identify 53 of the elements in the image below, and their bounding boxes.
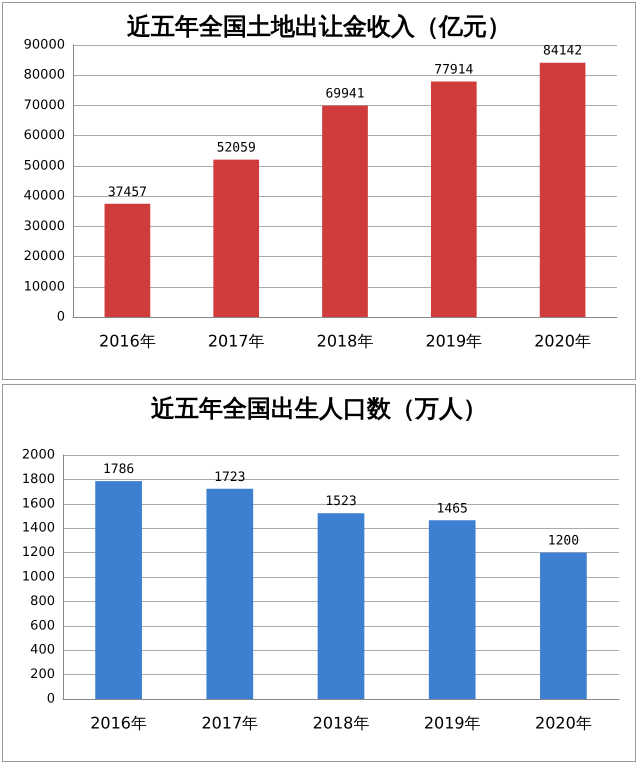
chart-title: 近五年全国出生人口数（万人）: [151, 394, 487, 422]
y-tick-label: 10000: [24, 279, 65, 294]
y-tick-label: 0: [46, 692, 55, 706]
y-tick-label: 80000: [24, 68, 65, 83]
data-label: 69941: [325, 86, 365, 102]
y-tick-label: 800: [30, 594, 55, 609]
bar: [540, 62, 586, 317]
bar: [104, 204, 150, 317]
y-tick-label: 90000: [24, 38, 65, 52]
y-tick-label: 0: [56, 310, 65, 324]
x-tick-label: 2018年: [316, 332, 374, 350]
data-label: 84142: [543, 44, 582, 59]
x-tick-label: 2019年: [425, 332, 482, 350]
data-label: 37457: [108, 184, 147, 200]
data-label: 1723: [214, 470, 246, 485]
y-tick-label: 1800: [22, 472, 55, 487]
bar: [430, 82, 477, 317]
bar: [322, 106, 368, 317]
y-tick-label: 1000: [22, 570, 55, 584]
x-tick-label: 2018年: [312, 714, 370, 732]
chart-title: 近五年全国土地出让金收入（亿元）: [127, 12, 511, 40]
y-tick-label: 60000: [24, 128, 65, 144]
y-tick-label: 1400: [22, 520, 55, 536]
x-tick-label: 2016年: [99, 332, 156, 350]
x-tick-label: 2017年: [208, 332, 265, 350]
data-label: 52059: [216, 140, 256, 156]
y-tick-label: 50000: [24, 158, 65, 174]
bar: [318, 513, 364, 699]
y-tick-label: 30000: [24, 218, 65, 234]
data-label: 1465: [436, 501, 468, 516]
data-label: 1200: [548, 534, 580, 549]
x-tick-label: 2020年: [534, 332, 591, 350]
data-label: 77914: [434, 62, 474, 78]
y-tick-label: 1600: [22, 496, 55, 512]
bar: [428, 520, 476, 699]
y-tick-label: 2000: [22, 448, 55, 462]
y-tick-label: 600: [30, 618, 55, 634]
data-label: 1523: [325, 494, 357, 510]
x-tick-label: 2019年: [424, 714, 481, 732]
x-tick-label: 2017年: [201, 714, 258, 732]
y-tick-label: 20000: [24, 249, 65, 264]
bar: [206, 488, 254, 699]
y-tick-label: 70000: [24, 98, 65, 113]
y-tick-label: 40000: [24, 188, 65, 204]
bar: [95, 481, 142, 699]
y-tick-label: 1200: [22, 545, 55, 560]
x-tick-label: 2020年: [535, 714, 592, 732]
y-tick-label: 200: [30, 667, 55, 682]
bar: [540, 552, 587, 699]
y-tick-label: 400: [30, 642, 55, 658]
bar: [213, 160, 260, 317]
x-tick-label: 2016年: [90, 714, 147, 732]
data-label: 1786: [102, 462, 134, 478]
